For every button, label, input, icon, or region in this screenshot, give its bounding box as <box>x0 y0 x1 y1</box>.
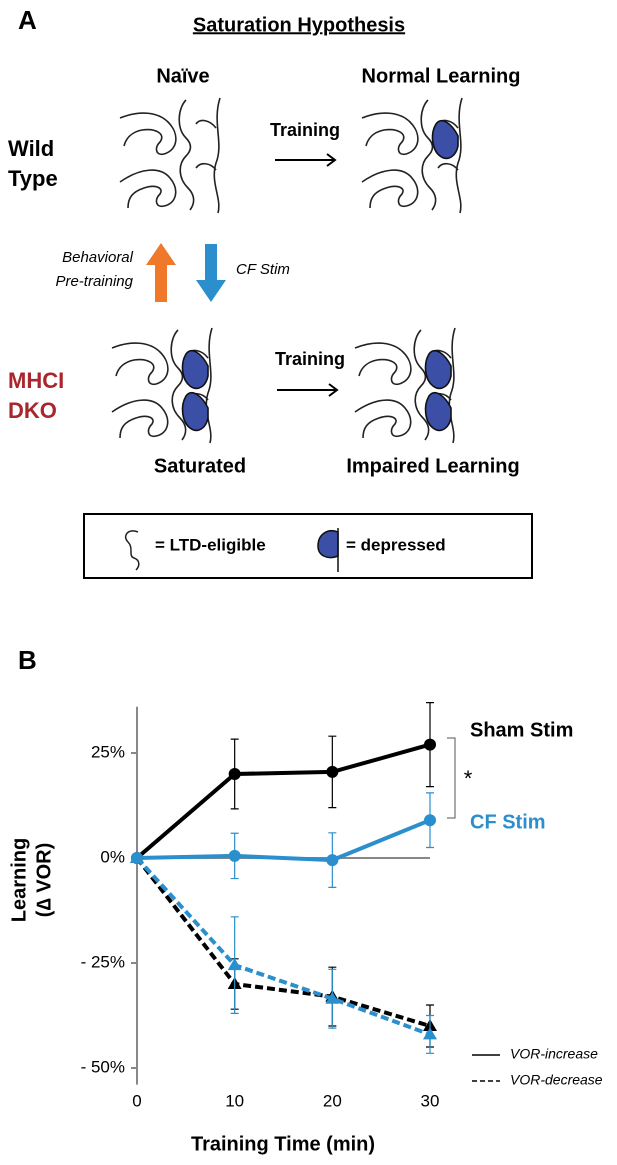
legend-text: = LTD-eligible <box>155 535 266 554</box>
pretraining-arrow <box>146 243 176 302</box>
arrow-label: CF Stim <box>236 261 290 278</box>
legend-text: VOR-increase <box>510 1046 598 1062</box>
synapse-learned <box>361 97 463 214</box>
legend-symbol <box>124 530 140 571</box>
significance-bracket <box>447 737 456 819</box>
column-label: Impaired Learning <box>346 455 519 477</box>
row-label: DKO <box>8 398 57 423</box>
y-axis-label: (∆ VOR) <box>33 843 55 917</box>
y-tick-label: 25% <box>91 742 125 761</box>
series-line <box>135 742 431 860</box>
point <box>228 849 241 862</box>
diagram-title: Saturation Hypothesis <box>193 14 405 36</box>
y-tick-label: - 25% <box>81 952 125 971</box>
row-label: MHCI <box>8 368 64 393</box>
series-label: Sham Stim <box>470 719 573 741</box>
series-label: CF Stim <box>470 811 546 833</box>
cf-stim-arrow <box>196 244 226 302</box>
y-tick-label: 0% <box>100 847 125 866</box>
point <box>326 854 339 867</box>
arrow-label: Behavioral <box>62 249 134 266</box>
y-tick-label: - 50% <box>81 1057 125 1076</box>
panel-label: A <box>18 5 37 35</box>
row-label: Wild <box>8 136 54 161</box>
series-line <box>136 818 431 863</box>
synapse-impaired <box>354 327 456 444</box>
legend-text: = depressed <box>346 535 446 554</box>
legend-symbol <box>317 530 339 559</box>
significance: * <box>464 766 473 791</box>
point <box>424 814 436 827</box>
point <box>131 852 143 864</box>
synapse-naive <box>119 97 221 214</box>
point <box>325 991 340 1004</box>
legend-box <box>83 513 533 579</box>
panel-label: B <box>18 645 37 675</box>
point <box>326 765 339 778</box>
y-axis-label: Learning <box>8 838 30 922</box>
point <box>423 1027 437 1040</box>
arrow-label: Pre-training <box>55 273 133 290</box>
series-line <box>135 856 431 1028</box>
x-tick-label: 20 <box>323 1091 342 1110</box>
synapse-saturated <box>111 327 213 444</box>
transition-label: Training <box>275 349 345 369</box>
point <box>228 768 241 780</box>
x-tick-label: 0 <box>132 1091 141 1110</box>
point <box>424 738 436 751</box>
arrow <box>277 383 339 397</box>
arrow <box>275 153 337 167</box>
column-label: Saturated <box>154 455 246 477</box>
x-axis-label: Training Time (min) <box>191 1133 375 1155</box>
legend-text: VOR-decrease <box>510 1072 603 1088</box>
point <box>227 958 242 971</box>
column-label: Naïve <box>156 65 209 87</box>
column-label: Normal Learning <box>362 65 521 87</box>
transition-label: Training <box>270 120 340 140</box>
x-tick-label: 30 <box>421 1091 440 1110</box>
row-label: Type <box>8 166 58 191</box>
x-tick-label: 10 <box>225 1091 244 1110</box>
series-line <box>135 856 431 1037</box>
